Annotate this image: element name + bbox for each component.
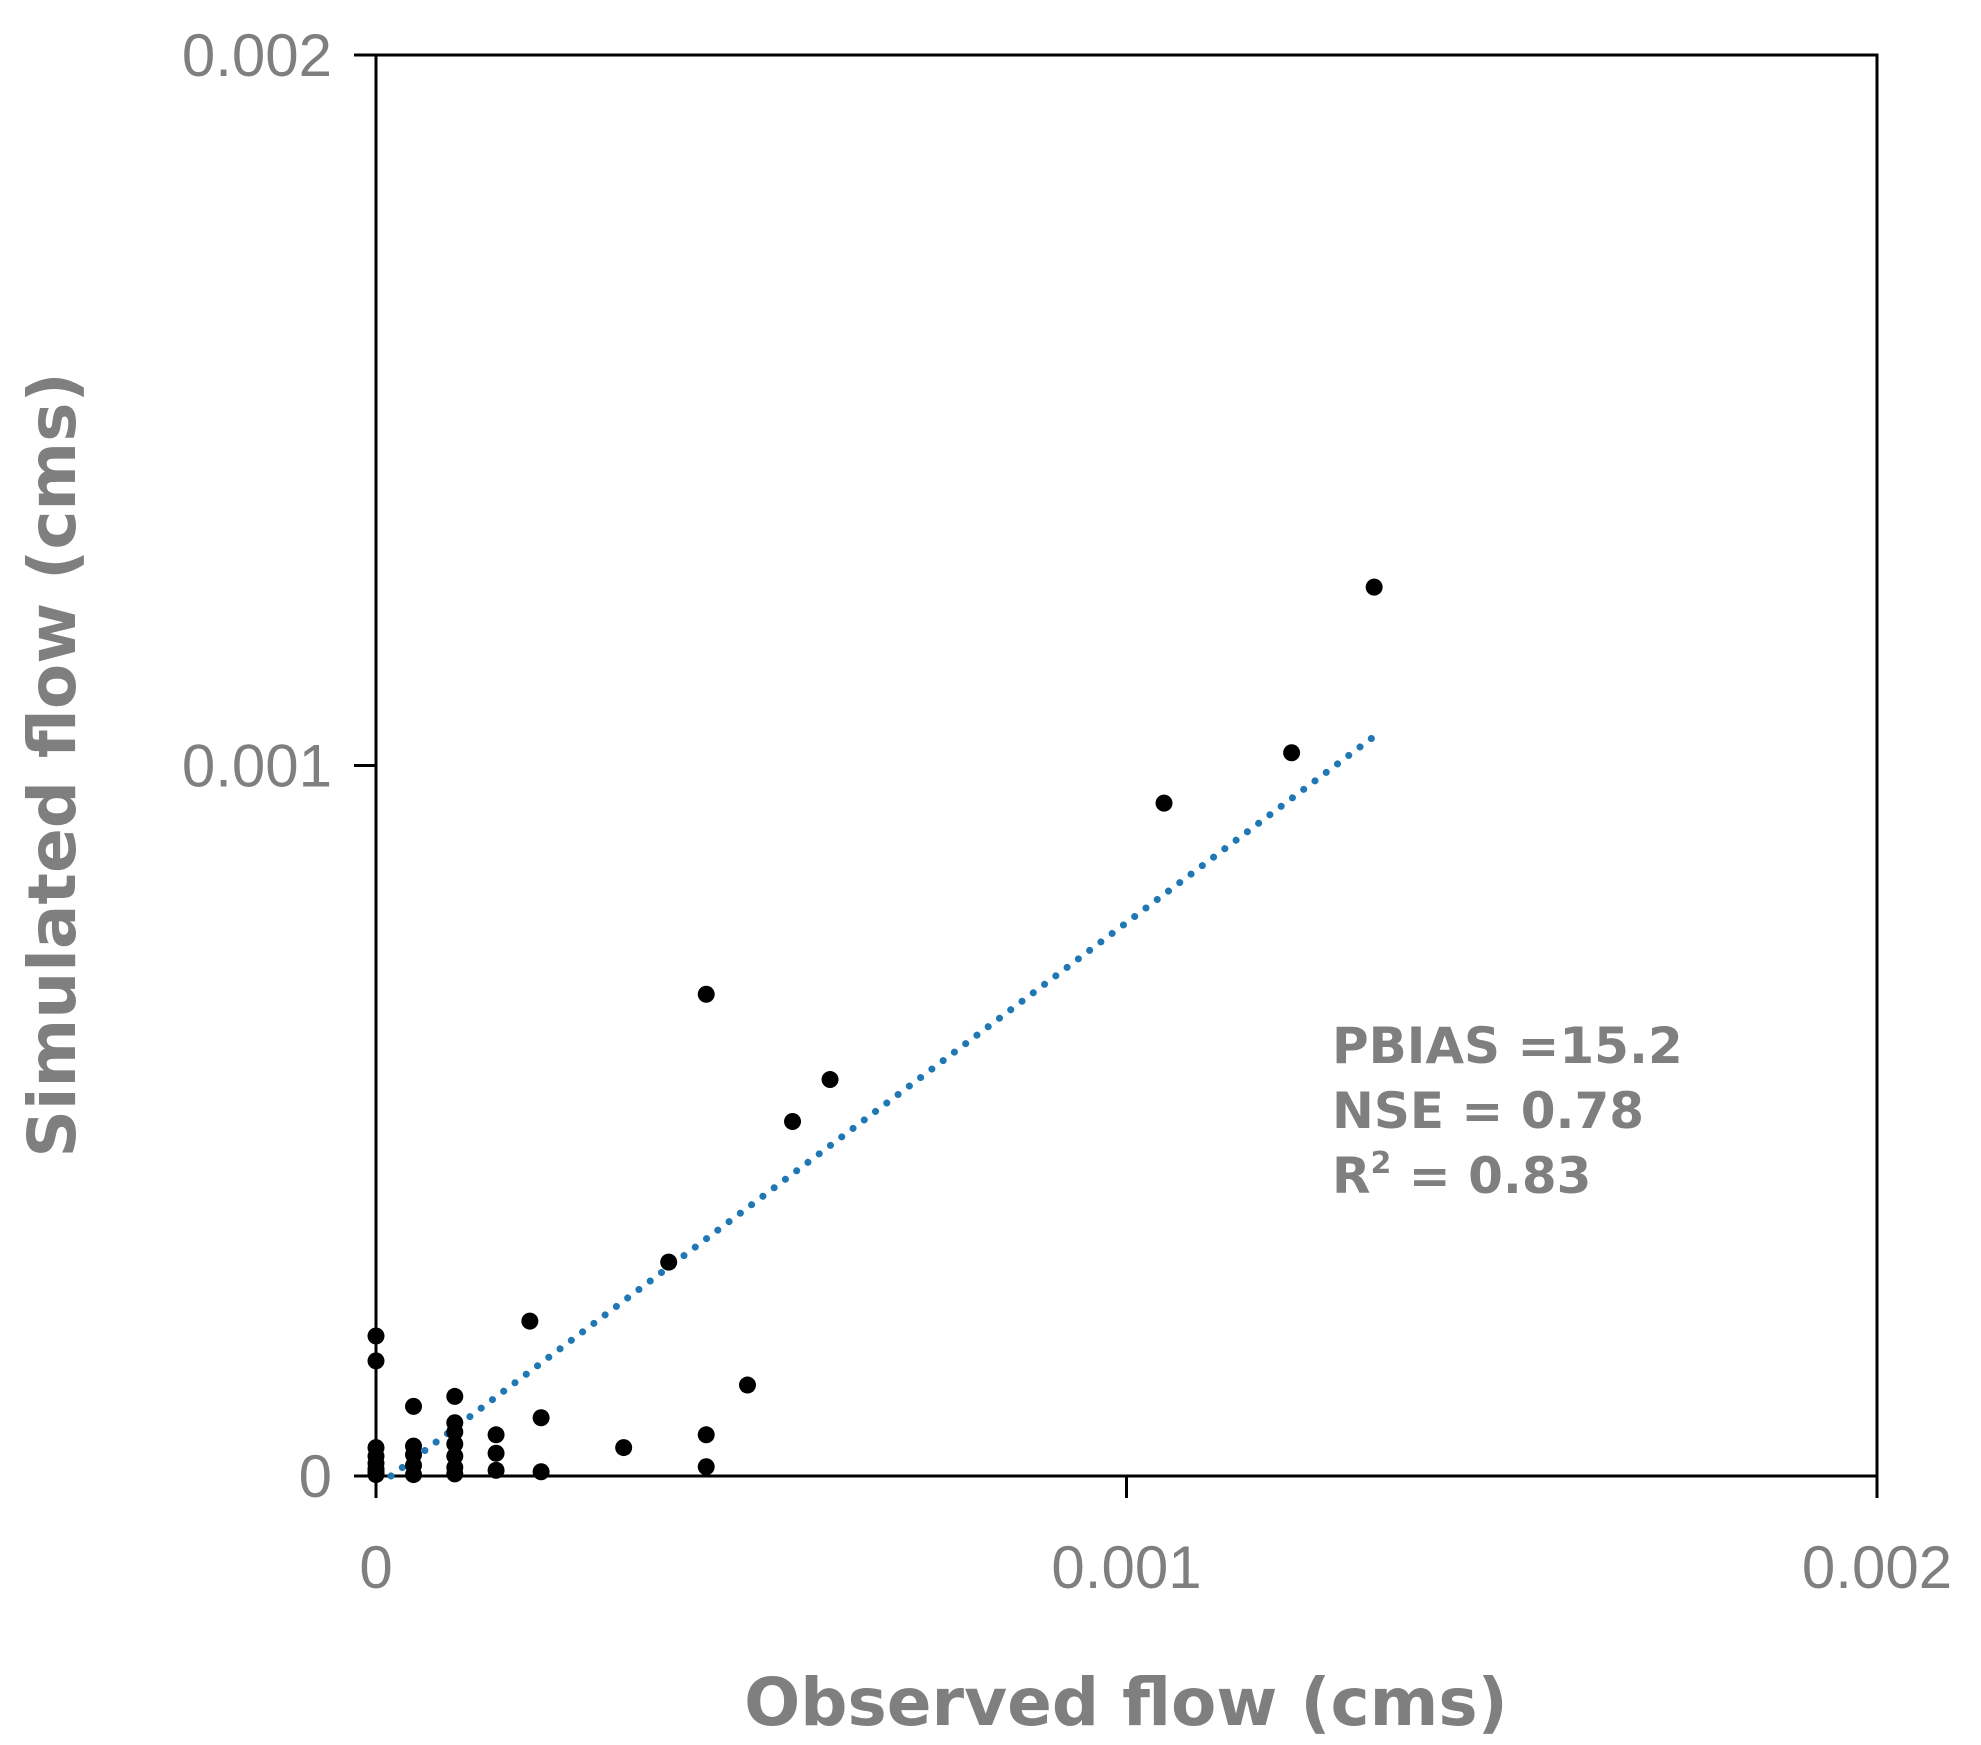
data-point [697, 1426, 715, 1444]
r2-annotation: R2 = 0.83 [1332, 1146, 1591, 1205]
x-tick-label: 0 [359, 1534, 392, 1601]
plot-frame [374, 53, 1879, 1478]
tick-labels: 0 0.001 0.002 0 0.001 0.002 [182, 22, 1952, 1601]
data-point [532, 1409, 550, 1427]
data-point [446, 1435, 464, 1453]
data-point [367, 1327, 385, 1345]
data-point [784, 1112, 802, 1130]
data-point [615, 1439, 633, 1457]
data-point [405, 1466, 423, 1484]
nse-annotation: NSE = 0.78 [1332, 1082, 1644, 1140]
data-point [821, 1071, 839, 1089]
x-tick-label: 0.002 [1802, 1534, 1952, 1601]
y-axis-title: Simulated flow (cms) [14, 372, 91, 1157]
data-point [660, 1253, 678, 1271]
data-point [1283, 744, 1301, 762]
data-point [487, 1426, 505, 1444]
data-point [446, 1423, 464, 1441]
r2-superscript: 2 [1371, 1146, 1392, 1181]
data-point [487, 1444, 505, 1462]
data-point [487, 1461, 505, 1479]
y-tick-label: 0 [299, 1443, 332, 1510]
trendline [387, 730, 1382, 1480]
data-point [1365, 578, 1383, 596]
data-point [697, 1458, 715, 1476]
data-point [405, 1397, 423, 1415]
r2-value: = 0.83 [1391, 1147, 1591, 1205]
y-axis-ticks [354, 53, 376, 1478]
data-point [446, 1465, 464, 1483]
data-point [738, 1376, 756, 1394]
data-point [532, 1463, 550, 1481]
data-point [367, 1460, 385, 1478]
data-points [367, 578, 1383, 1484]
x-axis-title: Observed flow (cms) [744, 1664, 1508, 1741]
data-point [521, 1312, 539, 1330]
x-tick-label: 0.001 [1051, 1534, 1201, 1601]
x-axis-ticks [374, 1476, 1879, 1498]
data-point [367, 1352, 385, 1370]
data-point [697, 985, 715, 1003]
data-point [1155, 794, 1173, 812]
pbias-annotation: PBIAS =15.2 [1332, 1017, 1683, 1075]
trendline-layer [387, 730, 1382, 1480]
r2-symbol: R [1332, 1147, 1371, 1205]
data-point [446, 1387, 464, 1405]
y-tick-label: 0.002 [182, 22, 332, 89]
y-tick-label: 0.001 [182, 733, 332, 800]
